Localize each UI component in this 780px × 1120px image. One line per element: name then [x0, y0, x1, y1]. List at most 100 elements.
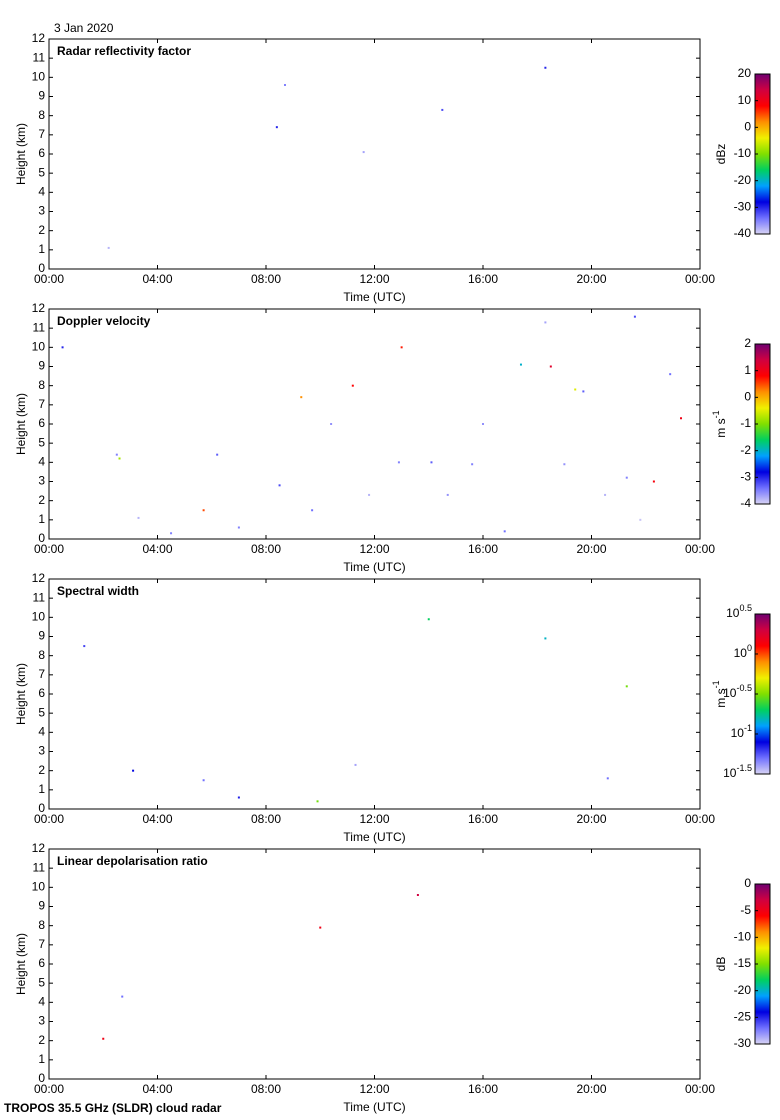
y-tick-label: 9 — [38, 899, 45, 913]
y-tick-label: 11 — [33, 590, 46, 604]
y-tick-label: 7 — [38, 667, 45, 681]
data-pixel — [330, 423, 333, 425]
tick-base: 10 — [723, 686, 737, 700]
x-tick-label: 04:00 — [142, 1082, 172, 1096]
data-pixel — [319, 926, 322, 929]
colorbar-label: dB — [714, 957, 728, 972]
colorbar-tick-label: 1 — [744, 363, 751, 377]
unit-exponent: -1 — [711, 410, 721, 418]
unit-exponent: -1 — [711, 680, 721, 688]
colorbar-tick-label: -25 — [734, 1010, 752, 1024]
plot-area — [48, 38, 701, 270]
unit: m s — [714, 688, 728, 707]
y-tick-label: 1 — [38, 512, 45, 526]
data-pixel — [503, 530, 506, 533]
colorbar-tick-label: -30 — [734, 1036, 752, 1050]
data-pixel — [316, 800, 319, 803]
plot-area — [48, 308, 701, 540]
y-tick-label: 8 — [38, 378, 45, 392]
colorbar-tick-label: 2 — [744, 336, 751, 350]
colorbar-tick-label: -15 — [734, 956, 752, 970]
colorbar-tick-label: 10-0.5 — [723, 683, 752, 700]
plot-area — [48, 578, 701, 810]
colorbar-tick-label: 0 — [744, 390, 751, 404]
colorbar-tick-label: 10 — [738, 93, 752, 107]
x-tick-label: 04:00 — [142, 542, 172, 556]
x-tick-label: 00:00 — [34, 1082, 64, 1096]
tick-base: 10 — [723, 766, 737, 780]
colorbar-tick-label: 20 — [738, 66, 752, 80]
y-tick-label: 3 — [38, 474, 45, 488]
y-tick-label: 12 — [32, 841, 46, 855]
tick-base: 10 — [734, 646, 748, 660]
x-tick-label: 04:00 — [142, 812, 172, 826]
panel-title: Radar reflectivity factor — [57, 44, 191, 58]
data-pixel — [368, 493, 371, 496]
data-pixel — [446, 493, 449, 496]
y-tick-label: 8 — [38, 648, 45, 662]
data-pixel — [416, 894, 419, 896]
y-axis-label: Height (km) — [14, 123, 28, 185]
colorbar-tick-label: -10 — [734, 930, 752, 944]
y-tick-label: 9 — [38, 359, 45, 373]
data-pixel — [544, 637, 547, 640]
x-tick-label: 00:00 — [685, 1082, 715, 1096]
y-tick-label: 12 — [32, 571, 46, 585]
x-tick-label: 16:00 — [468, 1082, 498, 1096]
y-tick-label: 1 — [38, 782, 45, 796]
colorbar-tick-label: -30 — [734, 200, 752, 214]
x-axis-label: Time (UTC) — [343, 830, 405, 844]
y-tick-label: 7 — [38, 937, 45, 951]
colorbar-label: m s-1 — [711, 410, 728, 437]
y-tick-label: 1 — [38, 1052, 45, 1066]
y-tick-label: 0 — [38, 1071, 45, 1085]
data-pixel — [137, 516, 140, 519]
unit: dB — [714, 957, 728, 972]
data-pixel — [216, 453, 219, 456]
x-tick-label: 00:00 — [685, 542, 715, 556]
unit: dBz — [714, 144, 728, 165]
panel-title: Doppler velocity — [57, 314, 151, 328]
colorbar-tick-label: 10-1 — [731, 723, 752, 740]
y-tick-label: 10 — [32, 70, 46, 84]
x-tick-label: 12:00 — [359, 272, 389, 286]
colorbar-tick-label: -4 — [740, 496, 751, 510]
data-pixel — [118, 457, 121, 460]
x-axis-label: Time (UTC) — [343, 290, 405, 304]
data-pixel — [471, 463, 474, 466]
data-pixel — [397, 461, 400, 464]
x-tick-label: 08:00 — [251, 1082, 281, 1096]
y-tick-label: 8 — [38, 108, 45, 122]
y-tick-label: 4 — [38, 455, 45, 469]
colorbar-tick-label: -10 — [734, 146, 752, 160]
data-pixel — [604, 493, 607, 496]
tick-exponent: 0.5 — [739, 603, 752, 613]
colorbar-tick-label: 100 — [734, 643, 752, 660]
y-tick-label: 4 — [38, 725, 45, 739]
data-pixel — [121, 995, 124, 998]
colorbar-tick-label: -3 — [740, 470, 751, 484]
y-tick-label: 5 — [38, 705, 45, 719]
data-pixel — [430, 461, 433, 464]
y-tick-label: 3 — [38, 1014, 45, 1028]
y-axis-label: Height (km) — [14, 933, 28, 995]
data-pixel — [574, 388, 577, 391]
x-tick-label: 20:00 — [576, 812, 606, 826]
colorbar-tick-label: -40 — [734, 226, 752, 240]
data-pixel — [544, 321, 547, 324]
colorbar-tick-label: 0 — [744, 876, 751, 890]
y-tick-label: 2 — [38, 223, 45, 237]
plot-area — [48, 848, 701, 1080]
data-pixel — [107, 246, 110, 249]
y-tick-label: 6 — [38, 956, 45, 970]
data-pixel — [639, 518, 642, 521]
data-pixel — [354, 763, 357, 766]
tick-base: 10 — [726, 606, 740, 620]
colorbar-label: m s-1 — [711, 680, 728, 707]
x-tick-label: 04:00 — [142, 272, 172, 286]
colorbar-tick-label: -5 — [740, 903, 751, 917]
y-tick-label: 6 — [38, 416, 45, 430]
y-tick-label: 9 — [38, 89, 45, 103]
colorbar-tick-label: 100.5 — [726, 603, 752, 620]
